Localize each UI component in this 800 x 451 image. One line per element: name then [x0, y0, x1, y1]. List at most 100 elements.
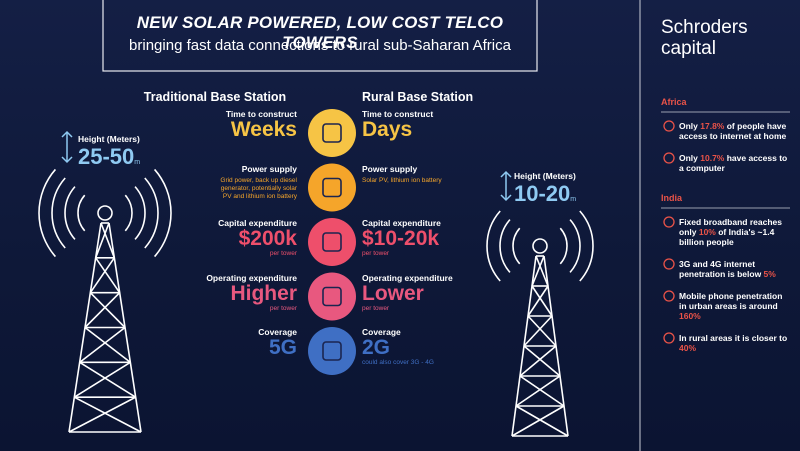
row-label: Capital expenditure: [362, 218, 441, 228]
row-label: Power supply: [362, 163, 418, 174]
traditional-cell: Capital expenditure $200k per tower: [150, 218, 297, 257]
rural-height: Height (Meters) 10-20m: [514, 171, 576, 207]
tower-brace: [515, 405, 569, 437]
signal-wave: [499, 219, 511, 273]
icon-circle: [308, 163, 356, 212]
antenna: [97, 205, 113, 221]
item-icon: [663, 216, 675, 228]
tower-brace: [527, 285, 549, 317]
tower-brace: [527, 315, 557, 347]
row-value: $200k: [238, 227, 297, 250]
row-value: Days: [362, 118, 413, 141]
icon: [322, 232, 342, 252]
row-sub: per tower: [269, 250, 297, 257]
row-sub: per tower: [362, 304, 390, 312]
tower-brace: [68, 396, 137, 433]
title: NEW SOLAR POWERED, LOW COST TELCO TOWERS: [136, 13, 504, 52]
row-value: 5G: [268, 336, 297, 359]
row-label: Coverage: [362, 327, 401, 337]
signal-wave: [124, 194, 133, 232]
height-label: Height (Meters): [78, 134, 140, 144]
row-sub: per tower: [362, 250, 390, 257]
row-label: Time to construct: [225, 109, 297, 119]
signal-wave: [38, 168, 57, 258]
height-value: 25-50: [78, 144, 135, 169]
signal-wave: [134, 186, 146, 240]
traditional-cell: Operating expenditure Higher per tower: [150, 273, 297, 312]
row-label: Operating expenditure: [206, 272, 297, 283]
fact-text: Fixed broadband reaches only: [679, 217, 782, 237]
brand-sub: capital: [661, 38, 716, 59]
tower-brace: [79, 361, 137, 398]
row-sub: per tower: [269, 304, 297, 312]
fact-text: 3G and 4G internet penetration is below: [679, 259, 764, 279]
fact: Mobile phone penetration in urban areas …: [679, 291, 791, 321]
fact: Only 17.8% of people have access to inte…: [679, 121, 791, 141]
row-label: Capital expenditure: [218, 218, 297, 228]
fact-highlight: 40%: [679, 343, 697, 353]
fact-text: of India's ~1.4 billion people: [679, 227, 775, 247]
fact-highlight: 17.8%: [700, 121, 725, 131]
brand-name: Schroders: [661, 17, 748, 38]
item-icon: [663, 120, 675, 132]
fact-text: have access to a computer: [679, 153, 788, 173]
icon: [322, 123, 342, 143]
fact-highlight: 10.7%: [700, 153, 725, 163]
height-unit: m: [134, 159, 141, 166]
tower-brace: [95, 257, 121, 294]
row-value: Weeks: [230, 118, 297, 141]
rural-cell: Operating expenditure Lower per tower: [362, 273, 512, 312]
row-sub: could also cover 3G - 4G: [362, 359, 434, 366]
rural-cell: Power supply Solar PV, lithium ion batter…: [362, 164, 512, 185]
signal-wave: [559, 227, 568, 265]
tower-brace: [79, 326, 126, 363]
row-value: Higher: [230, 281, 297, 305]
tower-brace: [84, 326, 131, 363]
tower-brace: [523, 345, 561, 377]
tower-brace: [519, 375, 565, 407]
row-label: Power supply: [241, 163, 297, 174]
fact-text: of people have access to internet at hom…: [679, 121, 787, 141]
signal-wave: [486, 210, 501, 282]
icon-circle: [308, 218, 356, 266]
tower-brace: [531, 255, 545, 287]
towers: [38, 130, 594, 437]
tower-brace: [531, 285, 553, 317]
antenna: [532, 238, 548, 254]
fact: Fixed broadband reaches only 10% of Indi…: [679, 217, 791, 247]
icon-circle: [308, 272, 356, 321]
brand: Schroders capital: [661, 17, 748, 59]
height-arrow-head: [61, 130, 73, 164]
fact: 3G and 4G internet penetration is below …: [679, 259, 791, 279]
tower-brace: [100, 222, 116, 259]
fact-highlight: 10%: [698, 227, 716, 237]
height-label: Height (Meters): [514, 171, 576, 181]
rural-cell: Capital expenditure $10-20k per tower: [362, 218, 512, 257]
tower-brace: [519, 345, 557, 377]
tower-brace: [523, 315, 553, 347]
row-value: Lower: [362, 281, 424, 305]
item-icon: [663, 290, 675, 302]
rural-title: Rural Base Station: [362, 90, 474, 104]
row-note: Solar PV, lithium ion battery: [362, 176, 442, 184]
row-label: Operating expenditure: [362, 272, 453, 283]
rural-cell: Coverage 2G could also cover 3G - 4G: [362, 327, 512, 366]
tower-brace: [535, 255, 549, 287]
tower-brace: [73, 396, 142, 433]
icon: [322, 177, 342, 198]
fact-text: Only: [679, 153, 701, 163]
row-value: $10-20k: [362, 227, 440, 250]
signal-wave: [77, 194, 86, 232]
fact-highlight: 160%: [679, 311, 701, 321]
signal-wave: [144, 177, 159, 249]
item-icon: [663, 258, 675, 270]
icon: [322, 341, 342, 361]
traditional-height: Height (Meters) 25-50m: [78, 134, 140, 170]
tower-brace: [73, 361, 131, 398]
subtitle: bringing fast data connections to rural …: [129, 37, 511, 54]
signal-wave: [153, 168, 172, 258]
signal-wave: [64, 186, 76, 240]
traditional-cell: Coverage 5G: [150, 327, 297, 359]
